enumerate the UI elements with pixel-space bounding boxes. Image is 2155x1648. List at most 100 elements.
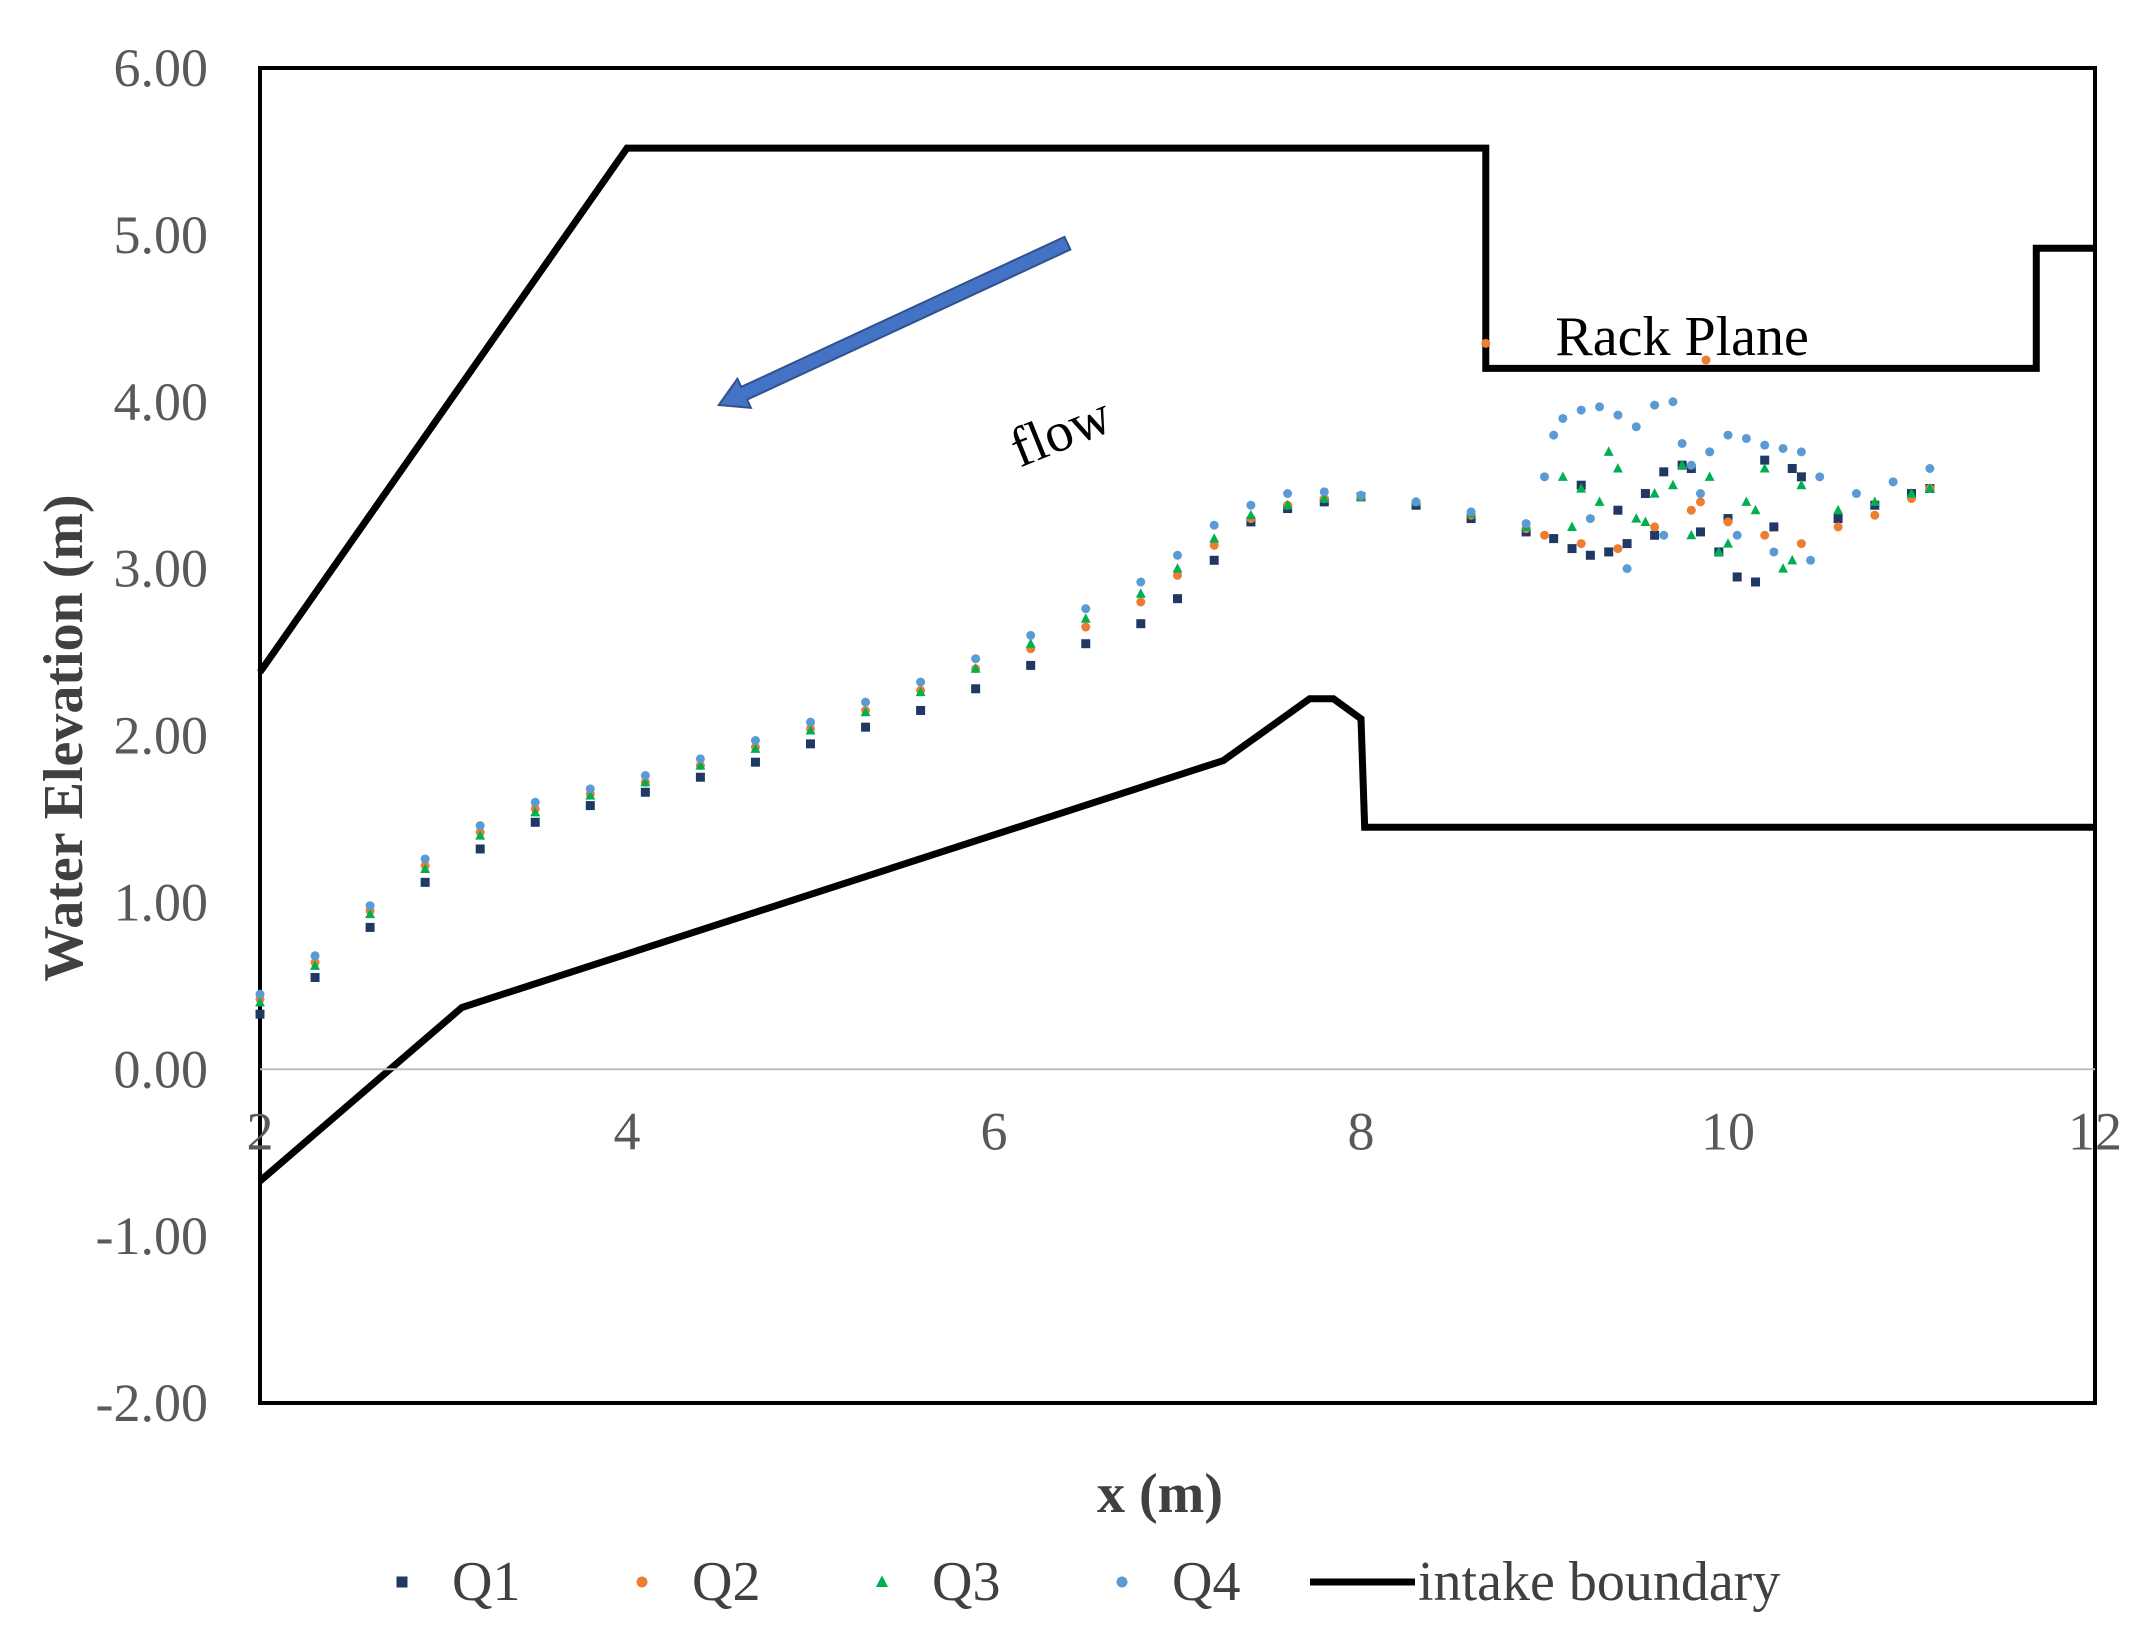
data-point bbox=[1576, 539, 1586, 549]
data-point bbox=[585, 784, 595, 794]
data-point bbox=[1135, 588, 1146, 598]
data-point bbox=[1741, 496, 1752, 506]
legend-label: intake boundary bbox=[1418, 1551, 1780, 1613]
x-tick-label: 10 bbox=[1701, 1101, 1755, 1161]
data-point bbox=[1481, 338, 1491, 348]
tick-labels: 6.00 5.00 4.00 3.00 2.00 1.00 0.00 -1.00 -2.00 2 4… bbox=[96, 38, 2122, 1433]
data-point bbox=[1025, 638, 1036, 648]
x-tick-label: 4 bbox=[614, 1101, 641, 1161]
data-point bbox=[1686, 505, 1696, 515]
data-point bbox=[365, 901, 375, 911]
data-point bbox=[1851, 489, 1861, 499]
data-point bbox=[1209, 555, 1219, 565]
data-point bbox=[860, 706, 871, 717]
plot-area bbox=[258, 66, 2097, 1405]
y-tick-label: 1.00 bbox=[114, 872, 209, 932]
data-point bbox=[310, 951, 320, 961]
data-point bbox=[1640, 516, 1651, 526]
data-point bbox=[1081, 639, 1091, 649]
data-point bbox=[861, 697, 871, 707]
data-point bbox=[530, 797, 540, 807]
data-point bbox=[1613, 505, 1623, 515]
data-point bbox=[1686, 529, 1697, 540]
data-point bbox=[1705, 447, 1715, 457]
data-point bbox=[1549, 430, 1559, 440]
data-point bbox=[1796, 447, 1806, 457]
data-point bbox=[1650, 400, 1660, 410]
data-point bbox=[530, 806, 541, 817]
data-point bbox=[1558, 413, 1568, 423]
data-point bbox=[915, 686, 926, 697]
legend-marker bbox=[875, 1575, 889, 1587]
data-point bbox=[1668, 479, 1678, 490]
x-tick-label: 2 bbox=[247, 1101, 274, 1161]
data-point bbox=[1760, 530, 1770, 540]
data-point bbox=[750, 743, 761, 753]
legend-marker bbox=[1116, 1576, 1128, 1588]
data-point bbox=[475, 821, 485, 831]
data-point bbox=[916, 677, 926, 687]
data-point bbox=[861, 722, 871, 732]
data-point bbox=[1557, 471, 1568, 481]
data-point bbox=[475, 844, 485, 854]
data-point bbox=[1246, 500, 1256, 510]
data-point bbox=[1924, 483, 1935, 493]
legend-marker bbox=[636, 1576, 648, 1588]
y-tick-label: -1.00 bbox=[96, 1206, 208, 1266]
data-point bbox=[971, 684, 981, 694]
data-point bbox=[640, 771, 650, 781]
data-point bbox=[420, 854, 430, 864]
data-point bbox=[1695, 489, 1705, 499]
data-point bbox=[1713, 546, 1724, 556]
y-tick-label: 4.00 bbox=[114, 372, 209, 432]
data-point bbox=[1906, 488, 1917, 498]
data-point bbox=[1411, 497, 1421, 507]
data-point bbox=[1925, 464, 1935, 473]
data-point bbox=[1769, 547, 1779, 557]
data-point bbox=[1540, 472, 1549, 482]
intake-boundary-line bbox=[257, 695, 2095, 1184]
data-point bbox=[365, 922, 375, 932]
data-point bbox=[1649, 488, 1660, 498]
data-point bbox=[1815, 472, 1825, 482]
data-point bbox=[1283, 489, 1293, 499]
data-point bbox=[420, 877, 430, 887]
data-point bbox=[640, 787, 650, 797]
data-point bbox=[1759, 463, 1770, 473]
data-point bbox=[1778, 563, 1788, 573]
data-point bbox=[585, 790, 596, 800]
data-point bbox=[1650, 522, 1660, 532]
data-point bbox=[530, 817, 540, 827]
y-axis-title: Water Elevation (m) bbox=[33, 494, 95, 981]
data-point bbox=[310, 960, 320, 970]
data-point bbox=[806, 717, 815, 727]
legend-item-intake-boundary: intake boundary bbox=[1310, 1551, 1780, 1613]
data-point bbox=[1173, 550, 1182, 560]
data-point bbox=[255, 989, 265, 999]
data-point bbox=[1136, 619, 1146, 629]
data-point bbox=[1567, 544, 1577, 554]
data-point bbox=[1540, 530, 1549, 540]
data-point bbox=[1081, 604, 1091, 614]
y-tick-label: -2.00 bbox=[96, 1373, 208, 1433]
intake-boundary-line bbox=[257, 144, 2095, 675]
data-point bbox=[310, 972, 320, 982]
data-point bbox=[1741, 433, 1751, 443]
data-point bbox=[971, 654, 981, 664]
data-point bbox=[585, 801, 595, 811]
data-point bbox=[1282, 499, 1293, 510]
data-point bbox=[1622, 539, 1632, 549]
data-point bbox=[1677, 459, 1688, 470]
x-axis-title: x (m) bbox=[1097, 1463, 1223, 1525]
data-point bbox=[1173, 570, 1182, 580]
intake-boundary-lines bbox=[257, 144, 2095, 1184]
data-point bbox=[1723, 538, 1733, 548]
data-point bbox=[1319, 487, 1329, 497]
data-point bbox=[1806, 555, 1816, 565]
data-point bbox=[1870, 510, 1880, 520]
data-point bbox=[1603, 446, 1614, 456]
flow-arrow bbox=[716, 235, 1072, 409]
legend-marker bbox=[396, 1576, 408, 1588]
x-tick-label: 6 bbox=[981, 1101, 1008, 1161]
data-point bbox=[1833, 514, 1843, 524]
